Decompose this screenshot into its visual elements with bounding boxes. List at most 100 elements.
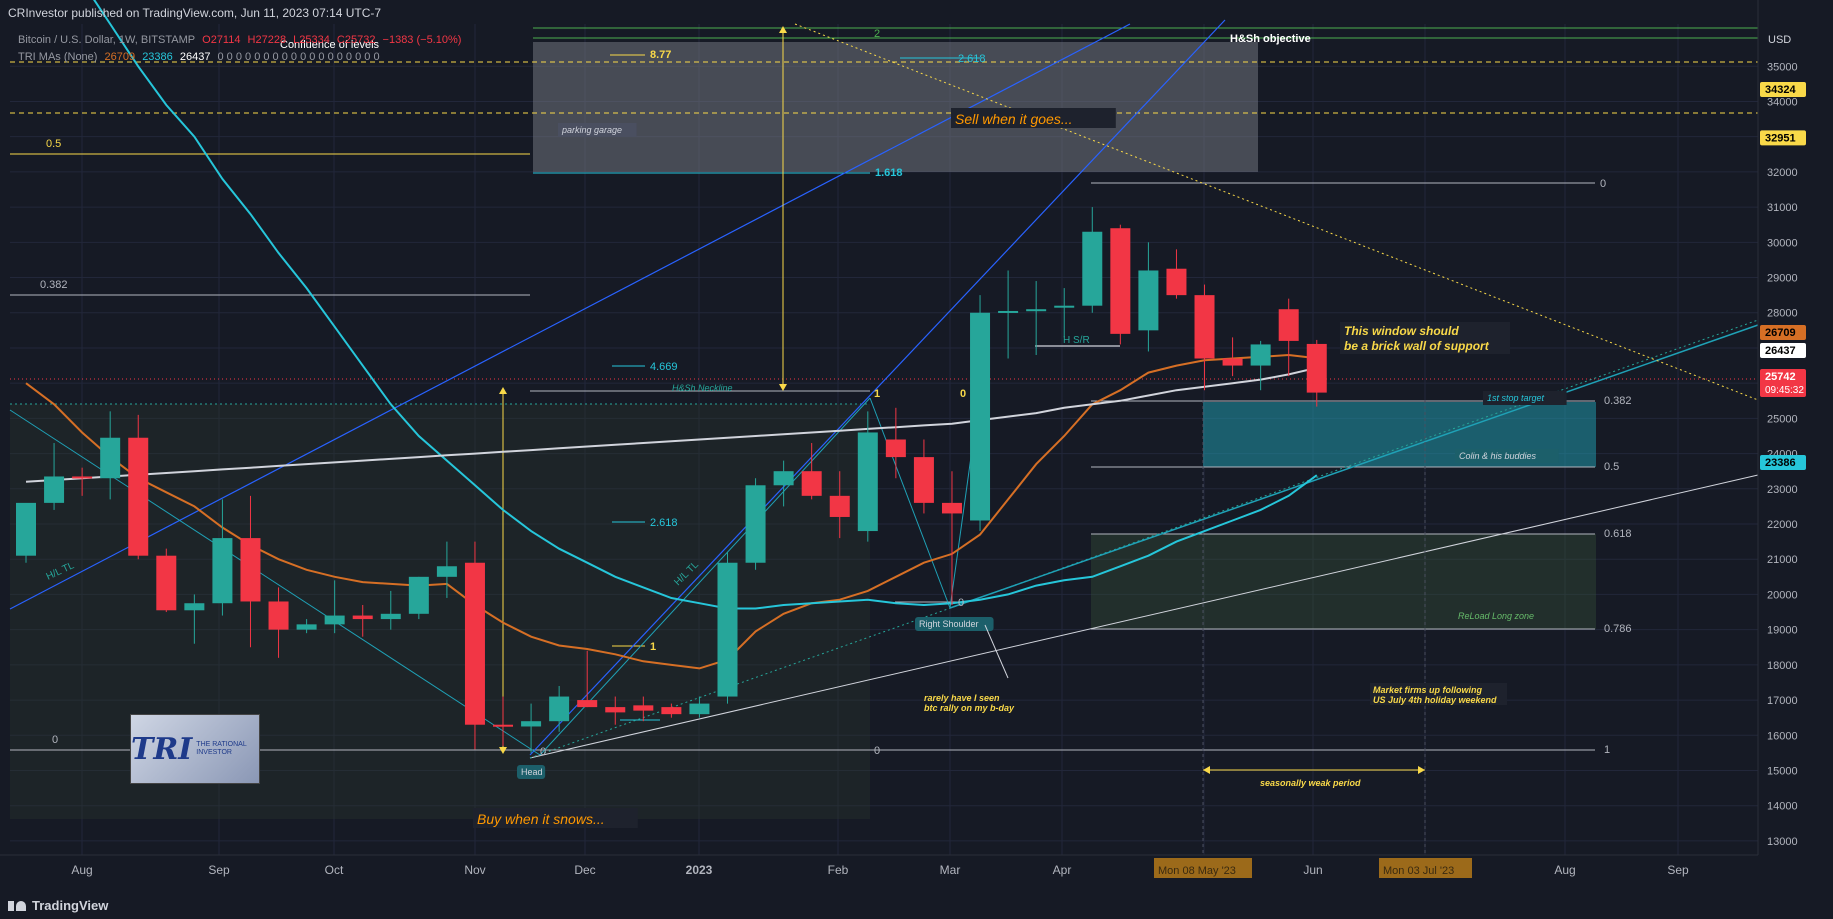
ext-label-0: 8.77 [650, 49, 671, 61]
seasonal-arrow-left [1203, 766, 1210, 774]
bday-note-2: btc rally on my b-day [924, 703, 1015, 713]
price-axis-bg [1758, 0, 1833, 855]
ma-line-23386 [93, 0, 1318, 610]
time-label-Mar-7: Mar [940, 863, 961, 877]
fib-label-left-0.5: 0.5 [46, 138, 61, 150]
ext-label-7: 0 [960, 388, 966, 400]
logo-text: THE RATIONAL INVESTOR [196, 741, 247, 756]
bday-pointer [984, 624, 1009, 679]
sell-label-bg [951, 108, 1116, 128]
fib-label-left-0: 0 [52, 734, 58, 746]
tradingview-footer[interactable]: TradingView [8, 898, 108, 913]
date-label-jul: Mon 03 Jul '23 [1383, 865, 1454, 877]
candle-body-1 [44, 476, 65, 503]
fib-label-right-0: 0 [1600, 178, 1606, 190]
price-tick-13000: 13000 [1767, 836, 1798, 848]
ohlc-change: −1383 (−5.10%) [382, 34, 462, 46]
candle-body-40 [1138, 270, 1159, 331]
candle-body-41 [1166, 268, 1187, 296]
colin-label-bg [1455, 449, 1559, 463]
candle-body-10 [296, 624, 317, 630]
july-note-bg [1370, 683, 1507, 705]
price-tick-14000: 14000 [1767, 801, 1798, 813]
candle-body-28 [801, 471, 822, 496]
candle-body-20 [577, 700, 598, 708]
ext-label-2: 1.618 [875, 167, 903, 179]
ext-label-9: 2 [874, 28, 880, 40]
time-label-2023-5: 2023 [686, 863, 713, 877]
ma-value-cyan: 23386 [142, 51, 173, 63]
fib-label-right-4: 0.786 [1604, 623, 1632, 635]
price-tick-16000: 16000 [1767, 730, 1798, 742]
candle-body-18 [521, 721, 542, 727]
price-tick-29000: 29000 [1767, 273, 1798, 285]
publisher-line: CRInvestor published on TradingView.com,… [8, 6, 382, 20]
candle-body-7 [212, 538, 233, 604]
july-note-2: US July 4th holiday weekend [1373, 695, 1497, 705]
price-label-34324: 34324 [1765, 84, 1796, 96]
symbol-name[interactable]: Bitcoin / U.S. Dollar, 1W, BITSTAMP [18, 34, 196, 46]
time-label-Aug-12: Aug [1554, 863, 1575, 877]
ohlc-close: C25732 [336, 34, 376, 46]
time-label-Nov-3: Nov [464, 863, 485, 877]
candle-body-13 [380, 613, 401, 620]
buy-label-bg [473, 808, 638, 828]
ext-label-10: 0 [958, 597, 964, 609]
right-shoulder-label: Right Shoulder [919, 619, 979, 629]
price-tick-19000: 19000 [1767, 625, 1798, 637]
fib-label-right-2: 0.5 [1604, 461, 1619, 473]
brick-note-bg [1340, 322, 1510, 354]
price-label-26437-bg [1760, 343, 1806, 358]
ext-label-8: 0 [540, 746, 546, 758]
candle-body-45 [1278, 309, 1299, 341]
hl-trendline-blue-2 [529, 19, 1226, 756]
price-tick-32000: 32000 [1767, 167, 1798, 179]
bday-note-1: rarely have I seen [924, 693, 1000, 703]
stop-target-label-bg [1483, 391, 1567, 405]
price-label-26437: 26437 [1765, 345, 1796, 357]
candle-body-35 [998, 310, 1019, 313]
candle-body-11 [324, 615, 345, 625]
fib-label-right-1: 0.382 [1604, 395, 1632, 407]
parking-garage-zone [533, 42, 1258, 172]
candle-body-24 [689, 703, 710, 715]
candle-body-0 [16, 502, 36, 556]
reload-long-zone [1091, 534, 1596, 629]
ext-label-1: 2.618 [958, 53, 986, 65]
candle-body-6 [184, 603, 205, 611]
candle-body-46 [1306, 343, 1327, 393]
arrow-down-head-2 [499, 747, 507, 754]
time-label-Jun-10: Jun [1303, 863, 1322, 877]
price-label-25742: 25742 [1765, 371, 1796, 383]
candle-body-21 [605, 707, 626, 713]
head-label: Head [521, 767, 543, 777]
candles-group [16, 207, 1327, 753]
confluence-label: Confluence of levels [280, 39, 380, 51]
tradingview-brand: TradingView [32, 898, 109, 913]
ext-label-11: 0 [874, 745, 880, 757]
price-tick-17000: 17000 [1767, 695, 1798, 707]
neckline-label: H&Sh Neckline [672, 383, 733, 393]
time-label-Sep-13: Sep [1667, 863, 1689, 877]
price-label-countdown: 09:45:32 [1765, 385, 1804, 396]
sell-label: Sell when it goes... [955, 111, 1073, 127]
candle-body-31 [885, 439, 906, 458]
symbol-legend: Bitcoin / U.S. Dollar, 1W, BITSTAMP O271… [18, 34, 465, 46]
ma-indicator-name[interactable]: TRI MAs (None) [18, 51, 98, 63]
hs-right-arm [539, 397, 871, 756]
candle-body-8 [240, 538, 261, 602]
candle-body-43 [1222, 358, 1243, 366]
candle-body-29 [829, 495, 850, 517]
candle-body-33 [941, 502, 962, 514]
brick-note-2: be a brick wall of support [1344, 339, 1490, 353]
price-label-26709: 26709 [1765, 327, 1796, 339]
candle-body-27 [773, 471, 794, 486]
tradingview-logo-icon [8, 900, 26, 911]
price-tick-25000: 25000 [1767, 413, 1798, 425]
arrow-up-head-2 [499, 387, 507, 394]
candle-body-39 [1110, 228, 1131, 334]
candle-body-4 [128, 437, 149, 556]
candle-body-17 [493, 724, 514, 727]
